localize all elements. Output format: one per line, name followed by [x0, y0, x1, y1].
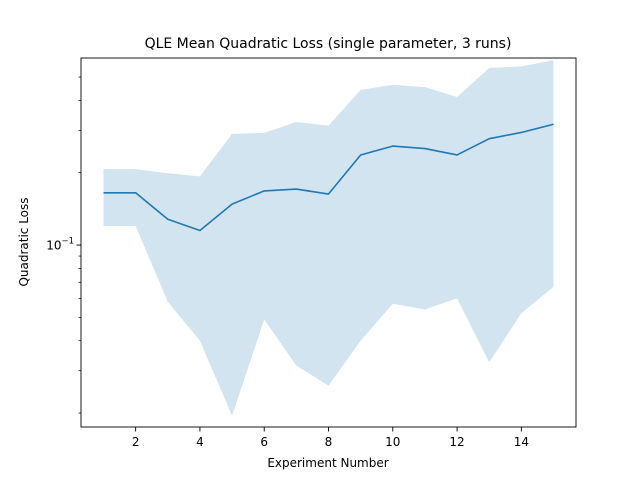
y-axis-label: Quadratic Loss [17, 197, 31, 286]
x-axis-label: Experiment Number [267, 456, 388, 470]
x-tick-label: 8 [325, 435, 333, 449]
x-tick-label: 12 [449, 435, 464, 449]
x-tick-label: 6 [260, 435, 268, 449]
confidence-band [103, 60, 554, 416]
x-tick-label: 4 [196, 435, 204, 449]
chart-title: QLE Mean Quadratic Loss (single paramete… [145, 36, 512, 52]
x-tick-label: 14 [514, 435, 529, 449]
x-tick-label: 2 [132, 435, 140, 449]
x-tick-label: 10 [385, 435, 400, 449]
